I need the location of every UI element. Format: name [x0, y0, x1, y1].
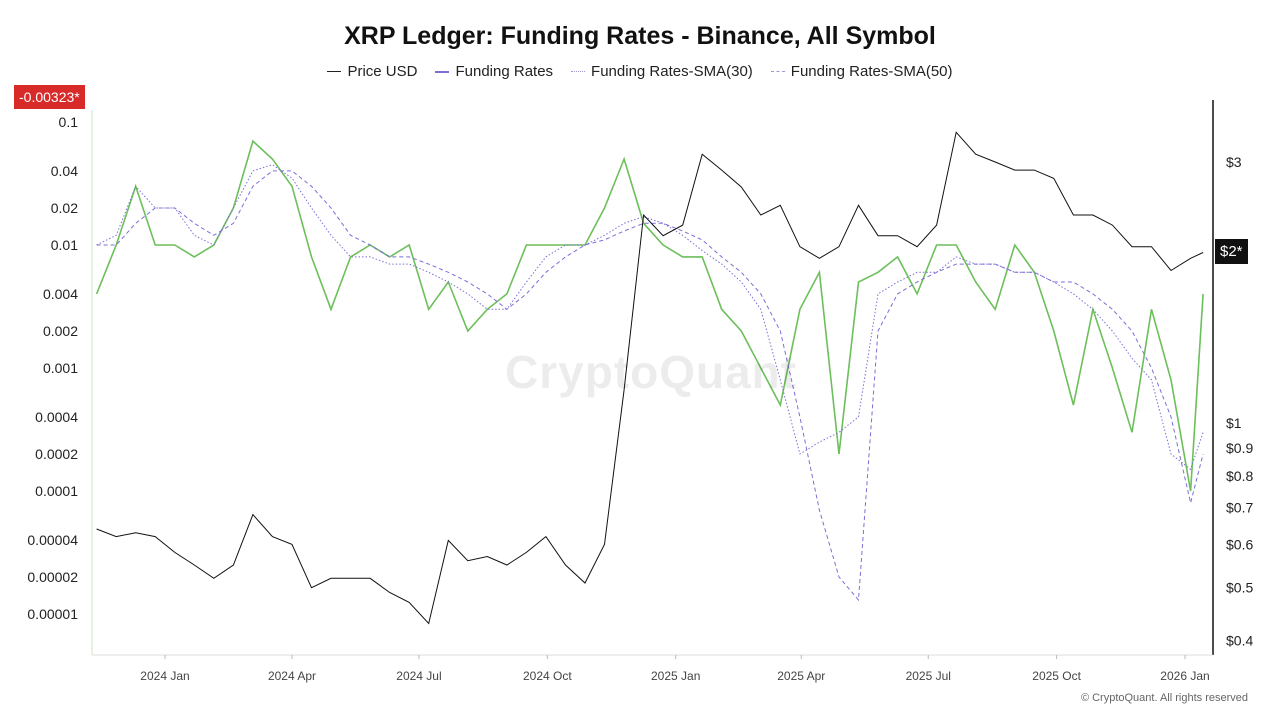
- legend-label: Funding Rates: [455, 63, 554, 80]
- left-tick-label: 0.01: [51, 237, 78, 253]
- right-tick-label: $0.4: [1226, 633, 1253, 649]
- x-tick-label: 2025 Jan: [651, 669, 700, 683]
- copyright-footer: © CryptoQuant. All rights reserved: [1080, 692, 1248, 704]
- left-tick-label: 0.00002: [27, 569, 78, 585]
- right-tick-label: $0.5: [1226, 580, 1253, 596]
- watermark: CryptoQuant: [505, 346, 798, 398]
- series-line-funding-rates-sma-30-: [96, 164, 1204, 471]
- legend-label: Funding Rates-SMA(50): [790, 63, 953, 80]
- right-tick-label: $0.9: [1226, 440, 1253, 456]
- left-tick-label: 0.0002: [35, 446, 78, 462]
- left-tick-label: 0.00001: [27, 606, 78, 622]
- left-tick-label: 0.02: [51, 200, 78, 216]
- x-tick-label: 2025 Oct: [1032, 669, 1081, 683]
- chart-title: XRP Ledger: Funding Rates - Binance, All…: [344, 22, 936, 50]
- legend-item[interactable]: Funding Rates-SMA(30): [571, 63, 753, 80]
- x-tick-label: 2024 Jul: [396, 669, 441, 683]
- legend-swatch: [571, 71, 586, 72]
- x-tick-label: 2025 Apr: [777, 669, 825, 683]
- legend: Price USD Funding Rates Funding Rates-SMA(…: [0, 63, 1280, 80]
- legend-label: Funding Rates-SMA(30): [591, 63, 753, 80]
- series-line-funding-rates-sma-50-: [96, 170, 1204, 602]
- right-tick-label: $0.8: [1226, 468, 1253, 484]
- legend-item[interactable]: Price USD: [327, 63, 417, 80]
- legend-item[interactable]: Funding Rates: [435, 63, 553, 80]
- series-line-funding-rates: [95, 139, 1204, 492]
- left-tick-label: 0.001: [43, 360, 78, 376]
- left-tick-label: 0.0001: [35, 483, 78, 499]
- current-funding-rate-badge: -0.00323*: [14, 85, 85, 109]
- legend-swatch: [435, 70, 450, 73]
- left-tick-label: 0.004: [43, 286, 78, 302]
- right-tick-label: $1: [1226, 415, 1242, 431]
- x-tick-label: 2024 Jan: [140, 669, 189, 683]
- x-tick-label: 2024 Oct: [523, 669, 572, 683]
- x-tick-label: 2026 Jan: [1160, 669, 1209, 683]
- right-tick-label: $0.7: [1226, 500, 1253, 516]
- right-tick-label: $0.6: [1226, 536, 1253, 552]
- legend-item[interactable]: Funding Rates-SMA(50): [770, 63, 953, 80]
- left-tick-label: 0.0004: [35, 409, 78, 425]
- left-tick-label: 0.002: [43, 323, 78, 339]
- legend-label: Price USD: [347, 63, 418, 80]
- left-tick-label: 0.04: [51, 163, 78, 179]
- left-tick-label: 0.00004: [27, 532, 78, 548]
- x-tick-label: 2024 Apr: [268, 669, 316, 683]
- legend-swatch: [327, 71, 342, 72]
- x-tick-label: 2025 Jul: [906, 669, 951, 683]
- current-price-badge: $2*: [1215, 239, 1248, 264]
- legend-swatch: [770, 71, 785, 72]
- right-tick-label: $3: [1226, 154, 1242, 170]
- left-tick-label: 0.1: [59, 114, 79, 130]
- series-line-price-usd: [96, 131, 1204, 625]
